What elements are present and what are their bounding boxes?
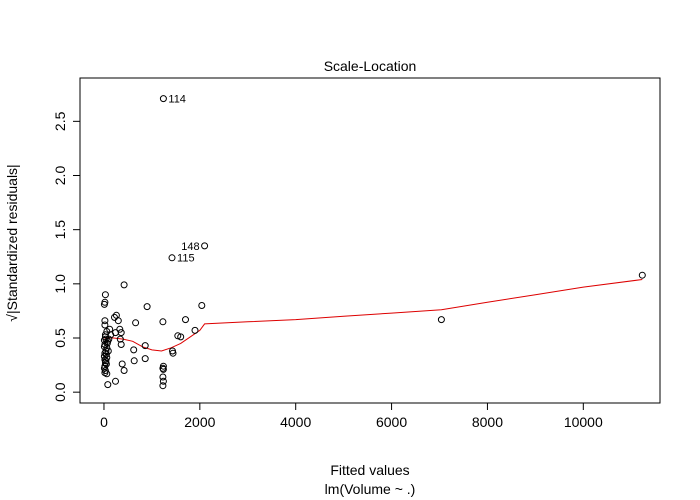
data-point: [101, 321, 109, 329]
data-point: [116, 335, 124, 343]
x-axis: 0 2000 4000 6000 8000 10000: [100, 402, 603, 430]
data-point: [111, 313, 118, 321]
data-point: [102, 360, 110, 368]
data-point: [191, 326, 199, 334]
point-label: 115: [177, 253, 195, 265]
x-axis-sublabel: lm(Volume ~ .): [325, 481, 416, 497]
data-point: [100, 364, 108, 372]
data-point: [143, 303, 151, 311]
y-tick-label: 1.0: [52, 274, 68, 294]
x-tick-label: 8000: [472, 414, 503, 430]
y-tick-label: 0.5: [52, 328, 68, 348]
point-label: 114: [168, 93, 186, 105]
y-tick-label: 2.5: [52, 111, 68, 131]
plot-frame: [79, 77, 661, 404]
x-tick-label: 2000: [184, 414, 215, 430]
data-point: [120, 281, 128, 289]
data-point: [638, 271, 646, 279]
data-point: [101, 291, 109, 299]
data-point: [112, 311, 120, 319]
data-point: [159, 377, 167, 385]
data-point: [130, 346, 138, 354]
data-point: [120, 367, 128, 374]
y-tick-label: 0.0: [52, 382, 68, 402]
y-axis: 0.0 0.5 1.0 1.5 2.0 2.5: [52, 111, 81, 402]
x-tick-label: 10000: [564, 414, 603, 430]
data-point: [130, 357, 138, 365]
data-point: [102, 357, 110, 365]
data-point: [116, 325, 124, 333]
data-point: [437, 316, 445, 324]
data-point: [159, 365, 167, 373]
y-tick-label: 2.0: [52, 166, 68, 186]
points-layer: [100, 95, 646, 390]
data-point: [118, 360, 126, 368]
data-point: [177, 333, 185, 341]
data-point: [182, 316, 189, 324]
data-point: [100, 352, 108, 360]
data-point: [102, 350, 110, 358]
data-point: [201, 242, 209, 250]
data-point: [101, 298, 109, 306]
data-point: [159, 318, 167, 326]
data-point: [112, 377, 119, 385]
data-point: [132, 319, 140, 327]
data-point: [141, 342, 149, 350]
x-tick-label: 0: [100, 414, 108, 430]
data-point: [101, 317, 109, 325]
data-point: [169, 349, 177, 357]
data-point: [198, 302, 206, 309]
x-axis-label: Fitted values: [330, 462, 409, 478]
x-tick-label: 4000: [280, 414, 311, 430]
data-point: [101, 333, 109, 341]
y-tick-label: 1.5: [52, 220, 68, 240]
data-point: [159, 382, 167, 390]
data-point: [159, 95, 167, 103]
data-point: [159, 373, 167, 381]
data-point: [168, 254, 176, 262]
data-point: [141, 355, 149, 363]
chart-title: Scale-Location: [324, 58, 417, 74]
data-point: [104, 381, 112, 389]
x-tick-label: 6000: [376, 414, 407, 430]
data-point: [103, 339, 111, 347]
smoother-line: [104, 279, 643, 352]
y-axis-label: √|Standardized residuals|: [4, 164, 20, 321]
point-label: 148: [181, 241, 199, 253]
